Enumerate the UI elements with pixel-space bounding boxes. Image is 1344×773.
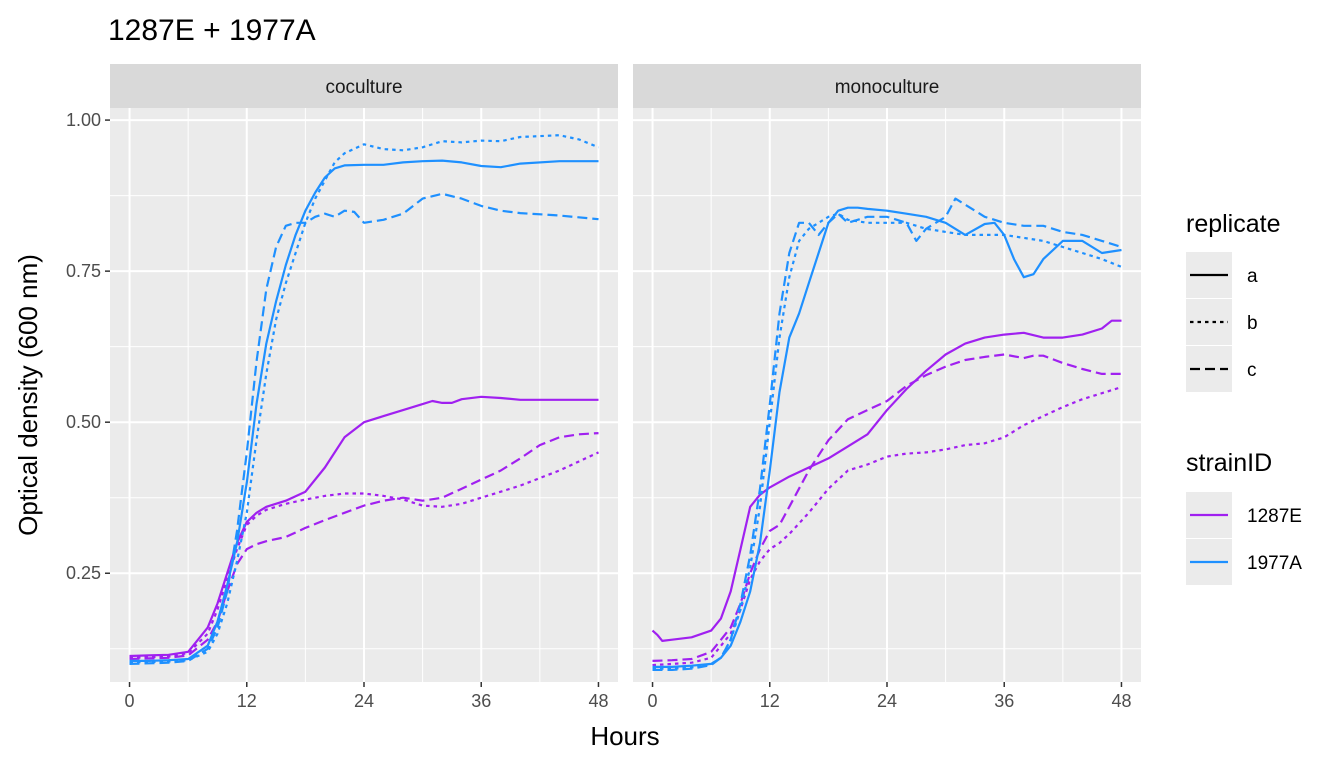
legend-label: a <box>1247 266 1258 287</box>
panel-coculture: coculture 0 12 24 36 48 0.25 0.50 0.75 1.00 <box>66 64 618 711</box>
x-tick-label: 48 <box>588 691 608 711</box>
series-line-1287E-c <box>129 432 599 661</box>
legend-title: strainID <box>1186 449 1272 477</box>
x-tick-label: 12 <box>760 691 780 711</box>
x-tick-label: 0 <box>648 691 658 711</box>
series-line-1287E-b <box>652 386 1122 667</box>
panel-monoculture: monoculture 0 12 24 36 48 <box>633 64 1141 711</box>
legend-replicate: replicate a b c <box>1186 210 1281 392</box>
y-axis-title: Optical density (600 nm) <box>13 254 43 536</box>
x-tick-label: 36 <box>471 691 491 711</box>
y-tick-label: 0.50 <box>66 412 101 432</box>
legend-label: 1977A <box>1247 553 1302 574</box>
series-line-1977A-b <box>652 212 1122 670</box>
x-tick-label: 0 <box>125 691 135 711</box>
x-tick-label: 24 <box>877 691 897 711</box>
chart-title: 1287E + 1977A <box>108 14 316 47</box>
series-line-1977A-b <box>129 134 599 664</box>
x-tick-label: 36 <box>994 691 1014 711</box>
y-tick-label: 0.25 <box>66 563 101 583</box>
series-line-1977A-c <box>652 197 1122 671</box>
legend-label: b <box>1247 313 1258 334</box>
strip-background <box>633 64 1141 108</box>
legend-label: c <box>1247 360 1257 381</box>
series-line-1977A-a <box>129 159 599 662</box>
facet-panels: coculture 0 12 24 36 48 0.25 0.50 0.75 1.00 monocu… <box>66 64 1141 711</box>
strip-label: coculture <box>325 77 402 98</box>
legend-strainID: strainID 1287E 1977A <box>1186 449 1302 585</box>
x-tick-label: 48 <box>1111 691 1131 711</box>
strip-label: monoculture <box>835 77 940 98</box>
series-line-1287E-a <box>129 395 599 658</box>
series-line-1977A-a <box>652 206 1122 668</box>
x-axis-title: Hours <box>590 721 659 751</box>
series-line-1287E-a <box>651 319 1122 642</box>
y-tick-label: 1.00 <box>66 110 101 130</box>
legend-label: 1287E <box>1247 506 1302 527</box>
strip-background <box>110 64 618 108</box>
y-tick-label: 0.75 <box>66 261 101 281</box>
series-line-1977A-c <box>129 192 599 665</box>
legend-title: replicate <box>1186 210 1281 238</box>
x-tick-label: 24 <box>354 691 374 711</box>
series-line-1287E-b <box>129 451 599 659</box>
legend: replicate a b c strainID 1287E 1977A <box>1186 210 1302 585</box>
legend-key-background <box>1186 299 1232 345</box>
x-tick-label: 12 <box>237 691 257 711</box>
